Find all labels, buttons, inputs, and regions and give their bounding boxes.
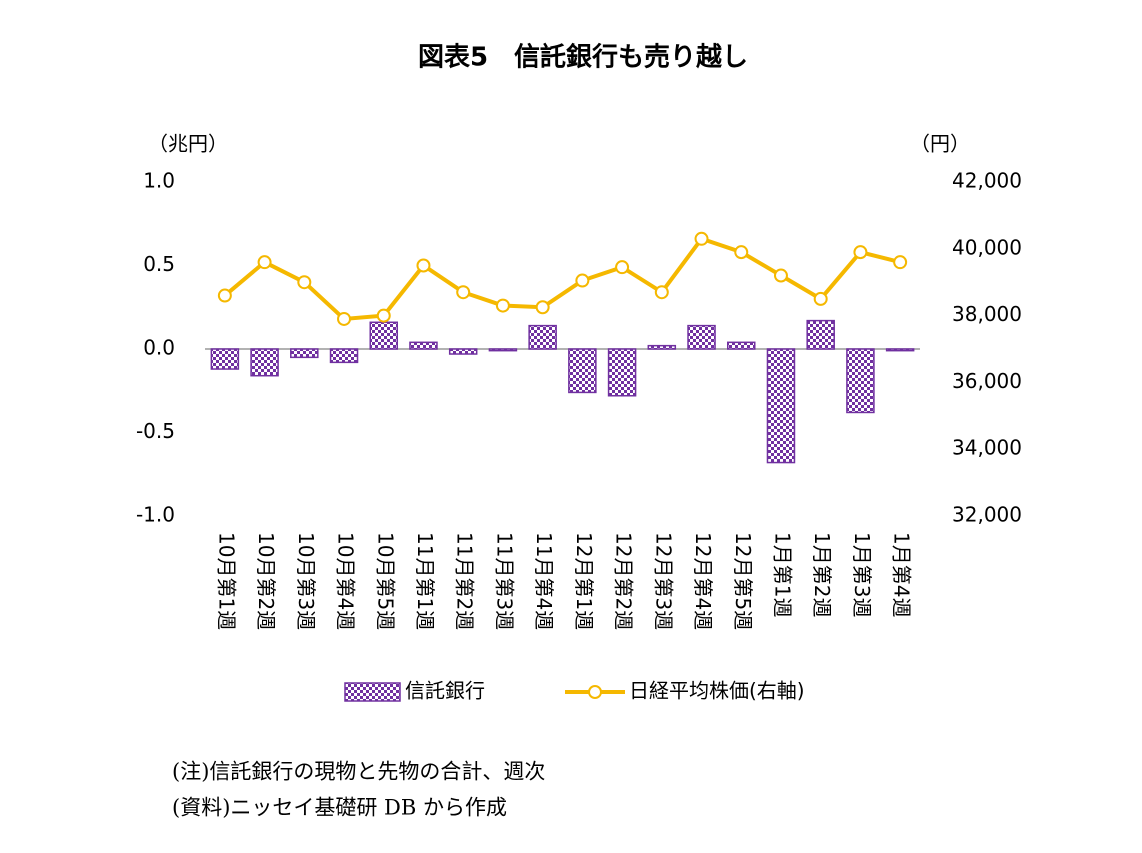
y-tick-label: 1.0 (143, 169, 175, 193)
point (853, 245, 868, 260)
y-tick-label: 0.5 (143, 252, 175, 276)
x-tick-label: 10月第3週 (294, 532, 318, 630)
x-tick-label: 1月第2週 (810, 532, 834, 617)
bar (647, 344, 677, 350)
x-tick-label: 12月第5週 (731, 532, 755, 630)
point (257, 255, 272, 270)
x-tick-label: 1月第1週 (770, 532, 794, 617)
x-tick-label: 12月第3週 (651, 532, 675, 630)
bar (290, 348, 319, 359)
point (416, 258, 431, 273)
y2-tick-label: 40,000 (952, 235, 1022, 259)
bar (806, 319, 835, 350)
point (734, 245, 749, 260)
y-axis-label: （兆円） (148, 132, 228, 156)
bar (329, 348, 359, 364)
y-tick-label: -0.5 (136, 419, 175, 443)
legend-label: 日経平均株価(右軸) (629, 679, 805, 703)
point (535, 300, 550, 315)
point (495, 298, 510, 313)
y2-tick-label: 42,000 (952, 169, 1022, 193)
line (223, 236, 901, 322)
bar (448, 348, 478, 355)
x-tick-label: 1月第3週 (850, 532, 874, 617)
y2-tick-label: 38,000 (952, 302, 1022, 326)
legend-label: 信託銀行 (405, 679, 485, 703)
x-tick-label: 12月第4週 (691, 532, 715, 630)
bar (409, 341, 438, 350)
point (297, 275, 312, 290)
y2-axis-label: （円） (910, 132, 970, 156)
legend-swatch (344, 682, 401, 702)
bar (687, 324, 716, 350)
point (615, 260, 630, 275)
x-tick-label: 11月第1週 (413, 532, 437, 630)
bar (885, 348, 915, 352)
bar (488, 348, 518, 352)
chart-title: 図表5 信託銀行も売り越し (418, 42, 748, 73)
bar (210, 348, 240, 370)
x-tick-label: 12月第1週 (572, 532, 596, 630)
bar (369, 321, 399, 350)
x-tick-label: 1月第4週 (890, 532, 914, 617)
point (376, 308, 391, 323)
x-tick-label: 11月第4週 (532, 532, 556, 630)
x-tick-label: 11月第2週 (453, 532, 477, 630)
point (575, 273, 590, 288)
x-tick-label: 12月第2週 (612, 532, 636, 630)
point (813, 291, 828, 306)
x-tick-label: 11月第3週 (492, 532, 516, 630)
point (654, 285, 669, 300)
bar (726, 341, 756, 350)
bar (250, 348, 279, 377)
x-tick-label: 10月第4週 (334, 532, 358, 630)
point (694, 231, 709, 246)
note: (資料)ニッセイ基礎研 DB から作成 (172, 796, 507, 820)
x-tick-label: 10月第1週 (214, 532, 238, 630)
y2-tick-label: 36,000 (952, 369, 1022, 393)
note: (注)信託銀行の現物と先物の合計、週次 (172, 760, 545, 784)
y-tick-label: -1.0 (136, 503, 175, 527)
point (456, 285, 471, 300)
point (337, 311, 352, 326)
x-tick-label: 10月第5週 (373, 532, 397, 630)
y-tick-label: 0.0 (143, 336, 175, 360)
bar (607, 348, 637, 397)
point (893, 255, 908, 270)
bar (766, 348, 796, 464)
point (773, 268, 788, 283)
legend-marker (588, 685, 602, 699)
y2-tick-label: 34,000 (952, 436, 1022, 460)
bar (846, 348, 875, 414)
bar (568, 348, 597, 394)
bar (528, 324, 557, 350)
point (217, 288, 232, 303)
y2-tick-label: 32,000 (952, 503, 1022, 527)
x-tick-label: 10月第2週 (254, 532, 278, 630)
